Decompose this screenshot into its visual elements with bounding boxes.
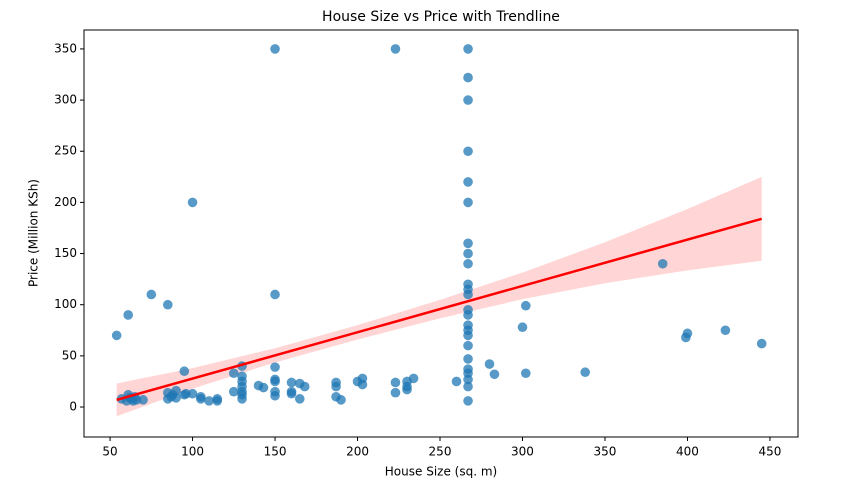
y-tick-label: 100 [54,297,77,311]
point [123,310,134,320]
point [196,394,206,404]
point [463,289,473,300]
point [270,362,280,372]
point [463,310,473,320]
point [520,300,531,311]
point [451,376,462,387]
point [463,381,473,392]
point [237,394,247,404]
point [463,177,473,187]
point [520,368,531,379]
point [270,44,280,54]
point [402,384,412,395]
point [258,382,269,393]
point [357,379,368,390]
point [463,197,473,208]
point [270,376,280,387]
point [463,146,473,157]
point [171,393,181,403]
y-tick-label: 150 [54,246,77,260]
point [463,72,473,83]
x-tick-label: 50 [102,445,117,459]
point [331,381,341,392]
y-tick-label: 0 [69,400,77,414]
y-tick-label: 250 [54,144,77,158]
point [463,258,473,269]
point [163,299,173,310]
point [463,95,473,105]
point [146,289,157,300]
point [390,44,401,54]
point [228,368,239,379]
point [179,366,190,377]
point [657,258,668,269]
x-tick-label: 300 [511,445,534,459]
point [756,338,767,349]
point [408,373,419,384]
point [463,44,473,54]
point [336,395,346,405]
point [463,238,473,249]
y-tick-label: 300 [54,93,77,107]
point [463,354,473,364]
point [390,387,401,398]
point [212,396,223,406]
point [484,359,495,369]
point [463,330,473,341]
point [111,330,122,341]
point [463,340,473,351]
y-tick-label: 200 [54,195,77,209]
x-axis-label: House Size (sq. m) [385,465,497,479]
y-tick-label: 350 [54,41,77,55]
point [390,377,401,388]
point [171,385,181,396]
point [228,386,239,397]
y-axis-label: Price (Million KSh) [27,179,41,287]
point [181,388,191,399]
point [270,390,280,401]
point [204,396,214,406]
point [131,395,142,405]
plot-frame [83,29,799,438]
point [138,395,148,405]
confidence-band [116,176,762,417]
point [489,369,500,380]
point [463,248,473,259]
point [463,374,473,385]
y-tick-label: 50 [62,348,77,362]
point [580,367,590,378]
point [270,289,280,300]
point [286,377,297,388]
x-tick-label: 350 [594,445,617,459]
point [299,381,310,392]
x-tick-label: 400 [676,445,699,459]
point [463,279,473,290]
x-tick-label: 150 [264,445,287,459]
point [187,197,198,208]
x-tick-label: 100 [181,445,204,459]
point [517,322,528,333]
point [682,328,693,339]
point [187,388,198,399]
point [286,388,297,399]
point [294,394,305,404]
x-tick-label: 250 [429,445,452,459]
point [463,396,473,406]
point [720,325,731,336]
trendline [116,217,763,402]
chart-title: House Size vs Price with Trendline [322,9,560,25]
x-tick-label: 450 [759,445,782,459]
x-tick-label: 200 [346,445,369,459]
